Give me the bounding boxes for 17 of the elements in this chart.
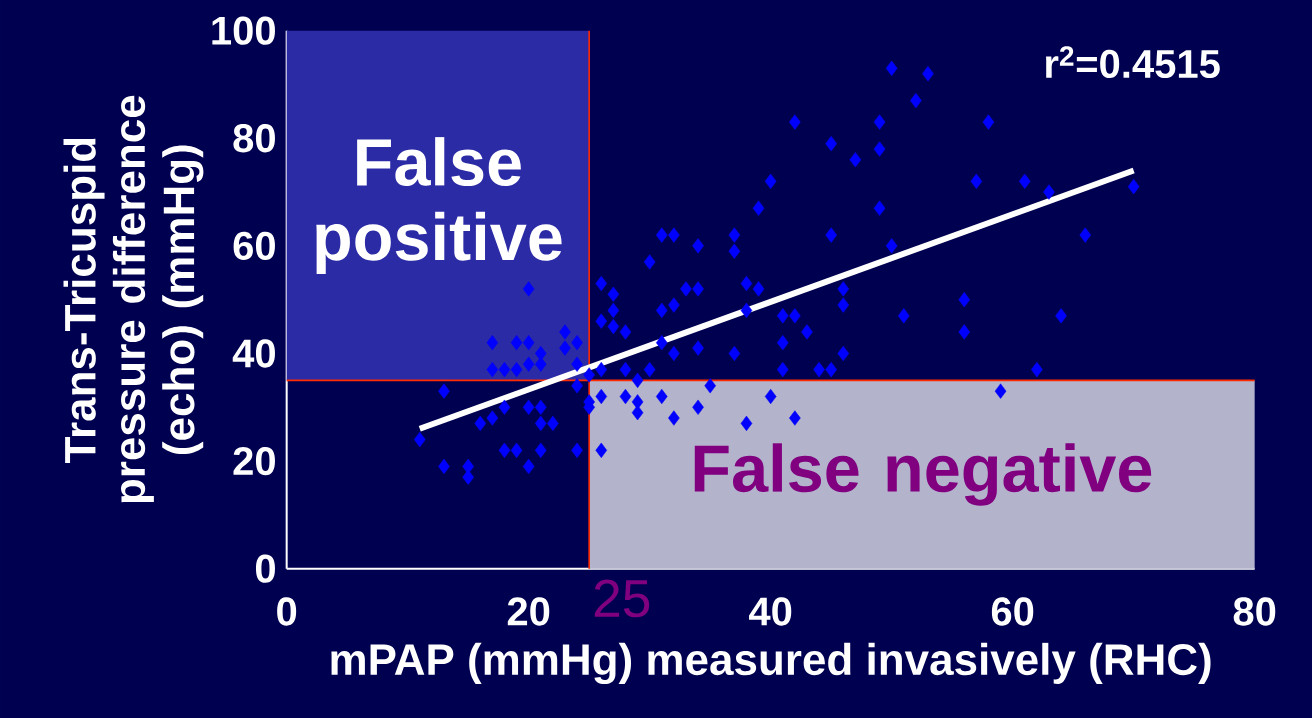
x-axis-title: mPAP (mmHg) measured invasively (RHC) xyxy=(331,642,1211,685)
x-tick-label: 20 xyxy=(507,597,550,626)
y-tick-label: 40 xyxy=(232,339,275,368)
y-tick-label: 0 xyxy=(255,554,275,583)
band-label: False negative xyxy=(694,443,1152,506)
y-tick-label: 60 xyxy=(233,231,275,261)
y-tick-label: 20 xyxy=(233,446,275,476)
x-tick-label: 40 xyxy=(749,597,792,626)
x-tick-label: 0 xyxy=(277,597,297,626)
y-tick-label: 100 xyxy=(212,16,275,45)
x-tick-label: 80 xyxy=(1233,597,1276,626)
ref-line-label: 25 xyxy=(594,579,650,618)
x-tick-label: 60 xyxy=(991,597,1034,626)
annotation: r$^{2}$=0.4515 xyxy=(1046,46,1220,79)
y-axis-title: Trans-Tricuspid pressure difference (echo) (mmHg) xyxy=(63,95,204,503)
band-label: False positive xyxy=(316,137,562,274)
y-tick-label: 80 xyxy=(233,124,275,153)
